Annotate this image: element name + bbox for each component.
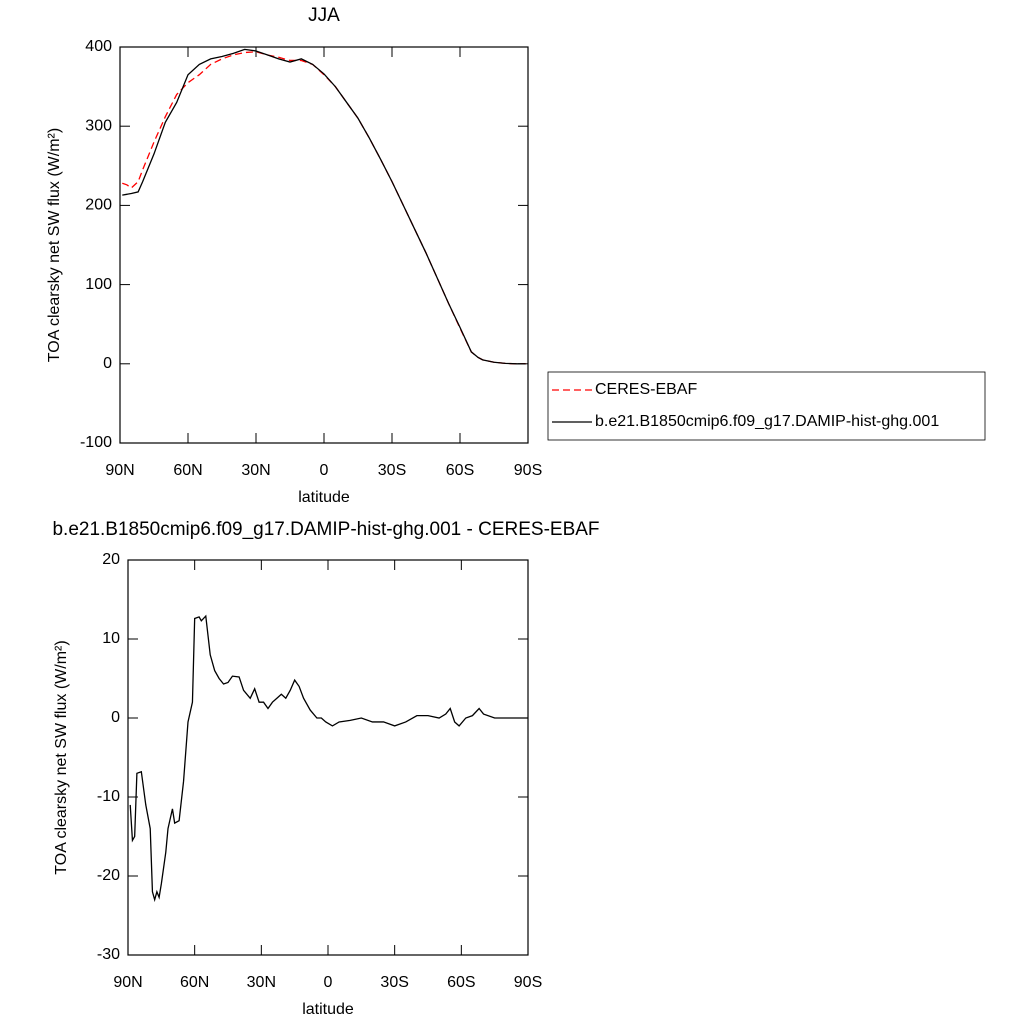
x-tick-label: 90S [514,974,542,991]
y-tick-label: -10 [97,788,120,805]
y-tick-label: 100 [85,276,112,293]
data-line [122,48,526,365]
y-tick-label: 400 [85,38,112,55]
x-tick-label: 30N [247,974,276,991]
y-tick-label: 20 [102,551,120,568]
x-tick-label: 60N [173,462,202,479]
y-tick-label: 200 [85,197,112,214]
y-tick-label: -100 [80,434,112,451]
y-tick-label: 300 [85,117,112,134]
plot-frame [127,559,529,956]
x-tick-label: 0 [320,462,329,479]
x-tick-label: 30S [380,974,408,991]
y-axis-label: TOA clearsky net SW flux (W/m²) [46,128,63,362]
chart-title: b.e21.B1850cmip6.f09_g17.DAMIP-hist-ghg.… [52,519,599,540]
x-tick-label: 90N [113,974,142,991]
x-tick-label: 60S [447,974,475,991]
x-tick-label: 60N [180,974,209,991]
x-tick-label: 60S [446,462,474,479]
legend-label: CERES-EBAF [595,381,697,398]
x-tick-label: 0 [324,974,333,991]
y-tick-label: 10 [102,630,120,647]
data-line [122,51,526,365]
x-tick-label: 90N [105,462,134,479]
x-axis-label: latitude [298,489,350,506]
data-line [129,614,528,903]
legend-label: b.e21.B1850cmip6.f09_g17.DAMIP-hist-ghg.… [595,413,939,430]
x-axis-label: latitude [302,1001,354,1018]
y-axis-label: TOA clearsky net SW flux (W/m²) [53,640,70,874]
plot-frame [119,46,529,444]
x-tick-label: 90S [514,462,542,479]
x-tick-label: 30S [378,462,406,479]
y-tick-label: 0 [103,355,112,372]
y-tick-label: -30 [97,946,120,963]
y-tick-label: -20 [97,867,120,884]
chart-title: JJA [308,5,340,26]
x-tick-label: 30N [241,462,270,479]
legend-box [547,371,986,441]
y-tick-label: 0 [111,709,120,726]
